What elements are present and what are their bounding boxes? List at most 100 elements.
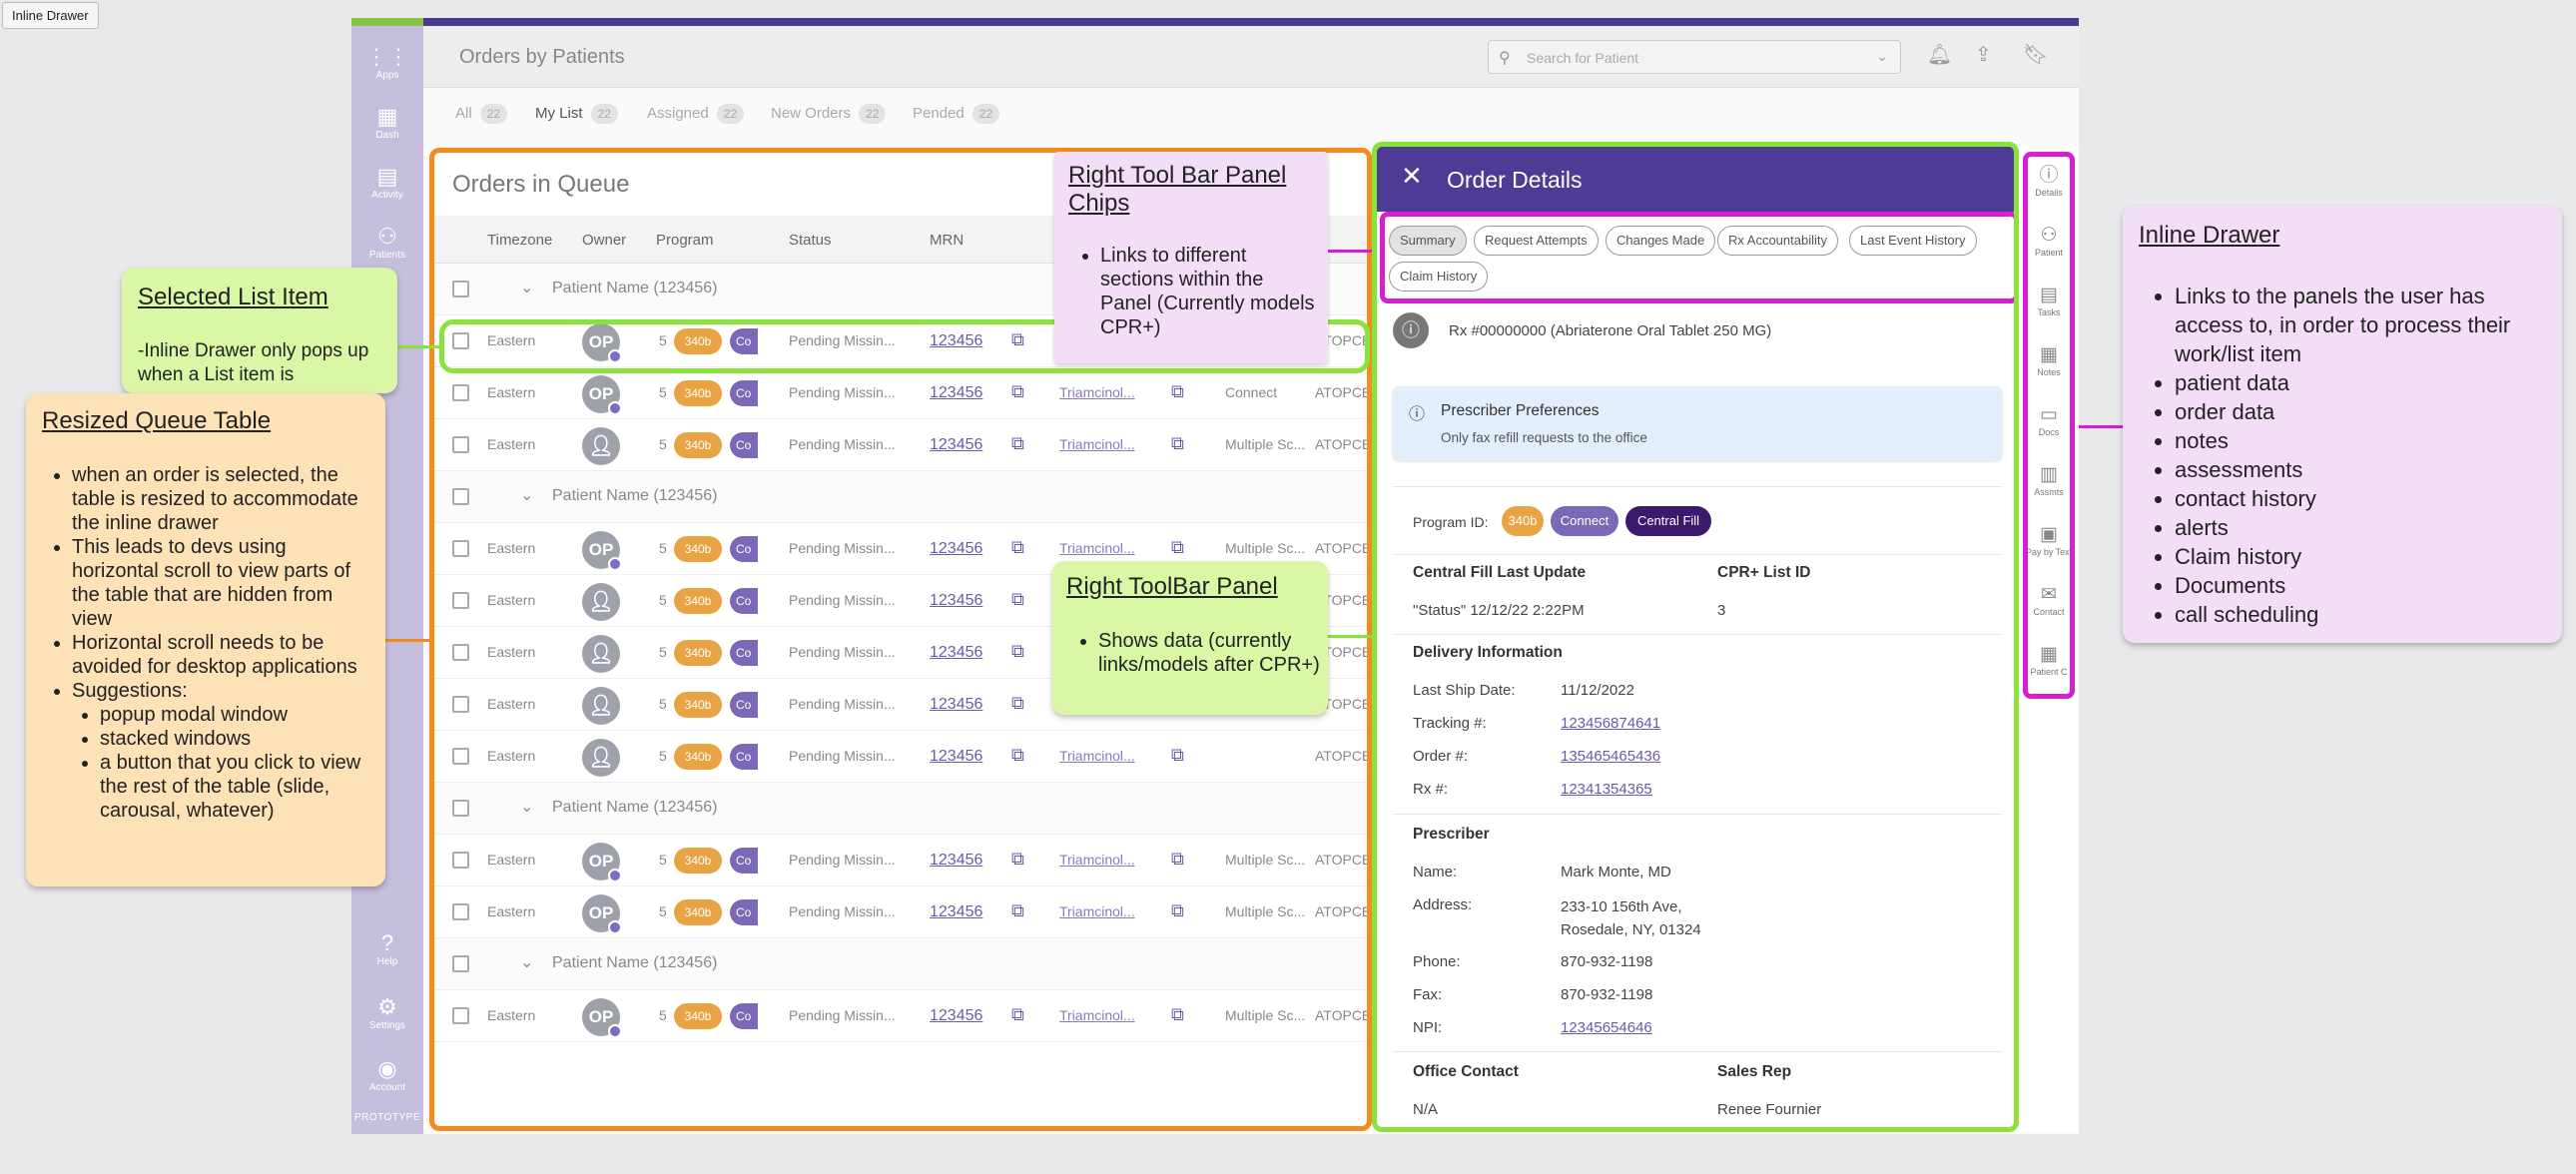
share-icon[interactable]: ⇪ xyxy=(1975,44,1992,66)
chip-rx-accountability[interactable]: Rx Accountability xyxy=(1717,226,1838,256)
nav-patients[interactable]: ⚇ Patients xyxy=(351,224,423,261)
tab-pended[interactable]: Pended 22 xyxy=(913,104,1000,124)
nav-settings[interactable]: ⚙ Settings xyxy=(351,994,423,1031)
row-checkbox[interactable] xyxy=(452,748,469,765)
drug-link[interactable]: Triamcinol... xyxy=(1059,1007,1135,1023)
col-mrn[interactable]: MRN xyxy=(930,232,965,249)
row-checkbox[interactable] xyxy=(452,644,469,661)
mrn-link[interactable]: 123456 xyxy=(930,540,983,557)
chip-claim-history[interactable]: Claim History xyxy=(1389,262,1489,292)
rxnum-link[interactable]: 12341354365 xyxy=(1561,781,1652,798)
chevron-down-icon[interactable]: ⌄ xyxy=(520,954,534,971)
table-row[interactable]: Eastern 👤︎ 5 340b Co Pending Missin... 123456 ⧉… xyxy=(434,419,1367,471)
open-external-icon[interactable]: ⧉ xyxy=(1011,849,1024,869)
open-external-icon[interactable]: ⧉ xyxy=(1011,433,1024,453)
chevron-down-icon[interactable]: ⌄ xyxy=(520,799,534,816)
toolbar-patient-calendar[interactable]: ▦ Patient C xyxy=(2019,643,2079,677)
toolbar-pay-by-text[interactable]: ▣ Pay by Text xyxy=(2019,523,2079,557)
nav-activity[interactable]: ▤ Activity xyxy=(351,164,423,201)
bookmark-icon[interactable]: 🔖︎ xyxy=(2023,44,2049,66)
mrn-link[interactable]: 123456 xyxy=(930,436,983,453)
close-icon[interactable]: ✕ xyxy=(1401,161,1423,191)
toolbar-assmts[interactable]: ▥ Assmts xyxy=(2019,463,2079,497)
row-checkbox[interactable] xyxy=(452,436,469,453)
toolbar-tasks[interactable]: ▤ Tasks xyxy=(2019,284,2079,317)
chip-request-attempts[interactable]: Request Attempts xyxy=(1474,226,1599,256)
toolbar-contact[interactable]: ✉ Contact xyxy=(2019,583,2079,617)
open-external-icon[interactable]: ⧉ xyxy=(1011,641,1024,661)
row-checkbox[interactable] xyxy=(452,903,469,920)
mrn-link[interactable]: 123456 xyxy=(930,332,983,349)
mrn-link[interactable]: 123456 xyxy=(930,384,983,401)
col-status[interactable]: Status xyxy=(789,232,832,249)
open-external-icon[interactable]: ⧉ xyxy=(1011,745,1024,765)
tracking-link[interactable]: 123456874641 xyxy=(1561,715,1661,732)
mrn-link[interactable]: 123456 xyxy=(930,1007,983,1024)
open-external-icon[interactable]: ⧉ xyxy=(1171,745,1184,765)
patient-group-row[interactable]: ⌄ Patient Name (123456) xyxy=(434,938,1367,990)
drug-link[interactable]: Triamcinol... xyxy=(1059,436,1135,452)
table-row[interactable]: Eastern OP 5 340b Co Pending Missin... 123456 ⧉… xyxy=(434,990,1367,1042)
mrn-link[interactable]: 123456 xyxy=(930,748,983,765)
bell-icon[interactable]: 🔔︎ xyxy=(1927,44,1953,66)
toolbar-docs[interactable]: ▭ Docs xyxy=(2019,403,2079,437)
row-checkbox[interactable] xyxy=(452,384,469,401)
nav-account[interactable]: ◉ Account xyxy=(351,1056,423,1093)
chevron-down-icon[interactable]: ⌄ xyxy=(520,280,534,296)
chip-summary[interactable]: Summary xyxy=(1389,226,1467,256)
nav-help[interactable]: ? Help xyxy=(351,930,423,967)
group-checkbox[interactable] xyxy=(452,955,469,972)
open-external-icon[interactable]: ⧉ xyxy=(1011,693,1024,713)
drug-link[interactable]: Triamcinol... xyxy=(1059,748,1135,764)
mrn-link[interactable]: 123456 xyxy=(930,644,983,661)
open-external-icon[interactable]: ⧉ xyxy=(1011,900,1024,920)
open-external-icon[interactable]: ⧉ xyxy=(1011,589,1024,609)
search-input[interactable]: ⚲ Search for Patient ⌄ xyxy=(1488,40,1901,74)
table-row[interactable]: Eastern OP 5 340b Co Pending Missin... 123456 ⧉… xyxy=(434,367,1367,419)
chevron-down-icon[interactable]: ⌄ xyxy=(520,487,534,504)
tab-all[interactable]: All 22 xyxy=(455,104,508,124)
chip-changes-made[interactable]: Changes Made xyxy=(1606,226,1716,256)
tab-new-orders[interactable]: New Orders 22 xyxy=(771,104,887,124)
tab-assigned[interactable]: Assigned 22 xyxy=(647,104,745,124)
chevron-down-icon[interactable]: ⌄ xyxy=(1876,48,1888,64)
row-checkbox[interactable] xyxy=(452,852,469,869)
row-checkbox[interactable] xyxy=(452,1007,469,1024)
mrn-link[interactable]: 123456 xyxy=(930,903,983,920)
drug-link[interactable]: Triamcinol... xyxy=(1059,903,1135,919)
open-external-icon[interactable]: ⧉ xyxy=(1011,381,1024,401)
tab-my-list[interactable]: My List 22 xyxy=(535,104,618,124)
col-program[interactable]: Program xyxy=(656,232,714,249)
open-external-icon[interactable]: ⧉ xyxy=(1171,381,1184,401)
open-external-icon[interactable]: ⧉ xyxy=(1171,433,1184,453)
table-row[interactable]: Eastern OP 5 340b Co Pending Missin... 123456 ⧉… xyxy=(434,835,1367,886)
open-external-icon[interactable]: ⧉ xyxy=(1171,1004,1184,1024)
mrn-link[interactable]: 123456 xyxy=(930,592,983,609)
open-external-icon[interactable]: ⧉ xyxy=(1171,849,1184,869)
open-external-icon[interactable]: ⧉ xyxy=(1011,1004,1024,1024)
mrn-link[interactable]: 123456 xyxy=(930,852,983,869)
toolbar-notes[interactable]: ▦ Notes xyxy=(2019,343,2079,377)
chip-last-event-history[interactable]: Last Event History xyxy=(1849,226,1977,256)
table-row[interactable]: Eastern 👤︎ 5 340b Co Pending Missin... 123456 ⧉… xyxy=(434,731,1367,783)
group-checkbox[interactable] xyxy=(452,800,469,817)
patient-group-row[interactable]: ⌄ Patient Name (123456) xyxy=(434,783,1367,835)
col-timezone[interactable]: Timezone xyxy=(487,232,553,249)
toolbar-details[interactable]: ⓘ Details xyxy=(2019,164,2079,198)
open-external-icon[interactable]: ⧉ xyxy=(1171,537,1184,557)
patient-group-row[interactable]: ⌄ Patient Name (123456) xyxy=(434,471,1367,523)
drug-link[interactable]: Triamcinol... xyxy=(1059,540,1135,556)
open-external-icon[interactable]: ⧉ xyxy=(1011,537,1024,557)
drug-link[interactable]: Triamcinol... xyxy=(1059,852,1135,868)
open-external-icon[interactable]: ⧉ xyxy=(1011,329,1024,349)
nav-dash[interactable]: ▦ Dash xyxy=(351,104,423,141)
order-link[interactable]: 135465465436 xyxy=(1561,748,1661,765)
mrn-link[interactable]: 123456 xyxy=(930,696,983,713)
group-checkbox[interactable] xyxy=(452,488,469,505)
nav-apps[interactable]: ⋮⋮ Apps xyxy=(351,44,423,81)
open-external-icon[interactable]: ⧉ xyxy=(1171,900,1184,920)
row-checkbox[interactable] xyxy=(452,592,469,609)
npi-link[interactable]: 12345654646 xyxy=(1561,1019,1652,1036)
row-checkbox[interactable] xyxy=(452,540,469,557)
group-checkbox[interactable] xyxy=(452,281,469,297)
